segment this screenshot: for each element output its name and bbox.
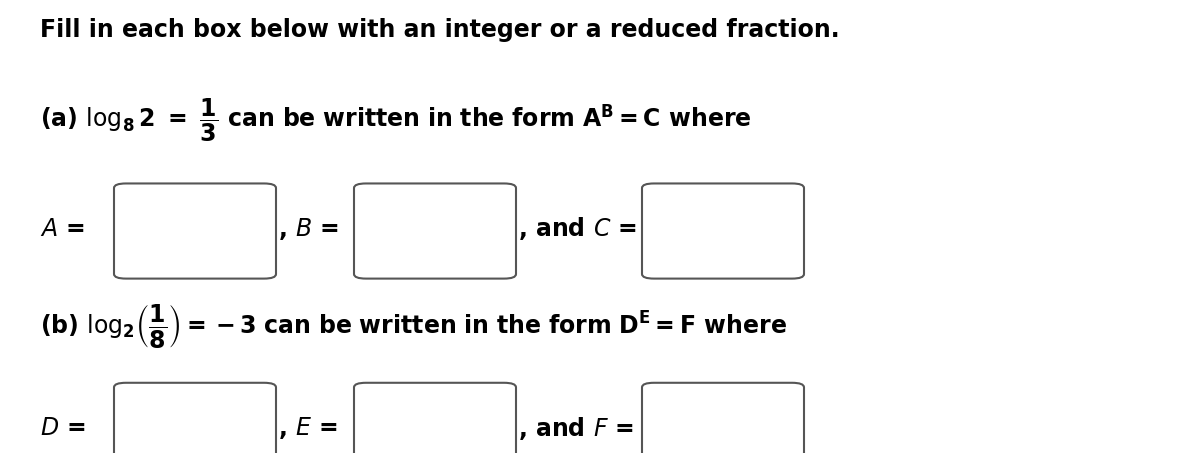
Text: (b) $\mathbf{\log_2\!\left(\dfrac{1}{8}\right) = -3\ can\ be\ written\ in\ the\ : (b) $\mathbf{\log_2\!\left(\dfrac{1}{8}\… <box>40 302 786 350</box>
FancyBboxPatch shape <box>642 383 804 453</box>
Text: Fill in each box below with an integer or a reduced fraction.: Fill in each box below with an integer o… <box>40 18 839 42</box>
FancyBboxPatch shape <box>354 183 516 279</box>
FancyBboxPatch shape <box>114 383 276 453</box>
FancyBboxPatch shape <box>642 183 804 279</box>
Text: , $\mathit{E}$ =: , $\mathit{E}$ = <box>278 415 338 441</box>
FancyBboxPatch shape <box>114 183 276 279</box>
Text: $\mathit{D}$ =: $\mathit{D}$ = <box>40 416 85 440</box>
Text: , and $\mathit{F}$ =: , and $\mathit{F}$ = <box>518 414 635 442</box>
Text: , $\mathit{B}$ =: , $\mathit{B}$ = <box>278 216 340 242</box>
Text: $\mathit{A}$ =: $\mathit{A}$ = <box>40 217 84 241</box>
FancyBboxPatch shape <box>354 383 516 453</box>
Text: , and $\mathit{C}$ =: , and $\mathit{C}$ = <box>518 215 637 242</box>
Text: (a) $\mathbf{\log_8 2}$ $\mathbf{=}$ $\mathbf{\dfrac{1}{3}}$ $\mathbf{can\ be\ w: (a) $\mathbf{\log_8 2}$ $\mathbf{=}$ $\m… <box>40 96 751 144</box>
